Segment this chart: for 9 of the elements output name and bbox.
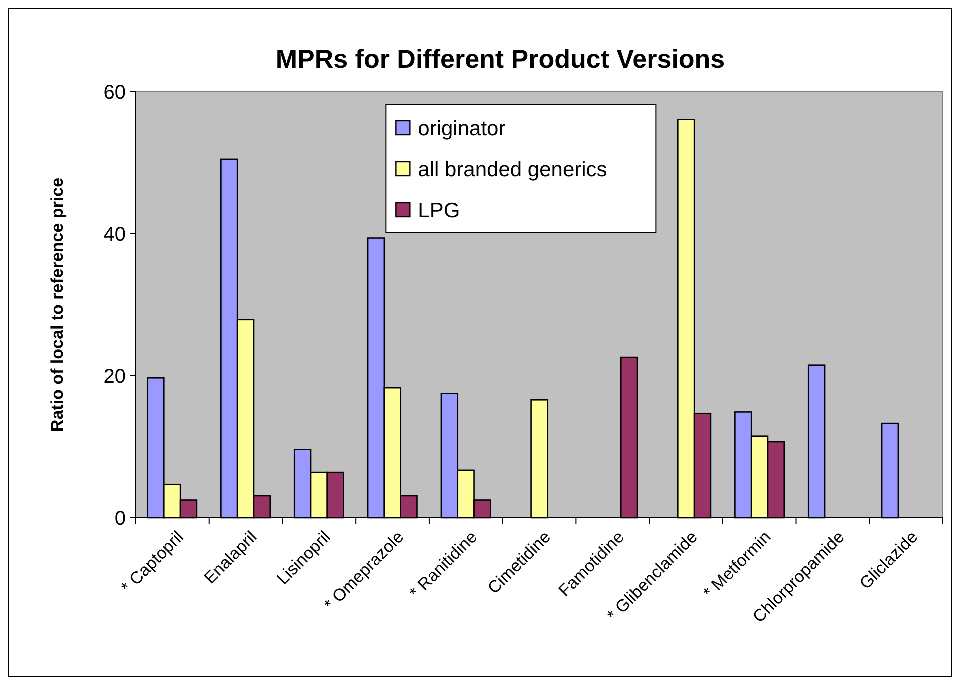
- legend-label: LPG: [418, 199, 460, 222]
- y-axis-title: Ratio of local to reference price: [48, 178, 67, 432]
- legend-label: all branded generics: [418, 158, 608, 182]
- legend-label: originator: [418, 117, 506, 140]
- chart-title: MPRs for Different Product Versions: [276, 44, 726, 74]
- y-tick-label: 40: [104, 224, 126, 246]
- y-tick-label: 20: [104, 366, 126, 388]
- y-tick-label: 0: [114, 508, 126, 530]
- y-tick-label: 60: [104, 82, 126, 104]
